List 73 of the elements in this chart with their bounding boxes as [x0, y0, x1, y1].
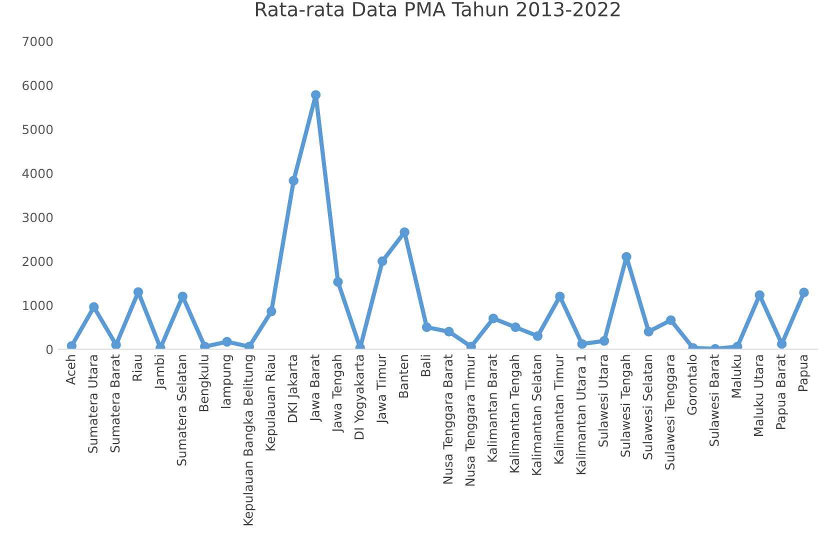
y-tick-label: 4000 [22, 168, 53, 178]
point [89, 302, 99, 312]
x-tick-label: Sulawesi Selatan [642, 355, 652, 460]
x-tick-label: Nusa Tenggara Barat [443, 354, 455, 484]
x-tick-label: Sumatera Selatan [176, 355, 186, 466]
point [577, 339, 587, 349]
point [532, 331, 543, 341]
point [133, 287, 144, 297]
point [288, 176, 298, 186]
x-tick-label: DKI Jakarta [288, 355, 300, 422]
y-tick-label: 3000 [22, 212, 53, 222]
point [599, 336, 610, 346]
point [444, 326, 454, 337]
x-tick-label: Kalimantan Barat [487, 354, 497, 462]
x-tick-label: Sulawesi Tenggara [664, 355, 677, 470]
x-tick-label: Kalimantan Selatan [532, 355, 542, 475]
x-tick-label: Papua [798, 355, 810, 392]
point [422, 322, 432, 332]
point [244, 342, 254, 350]
x-tick-label: Sulawesi Tengah [620, 355, 633, 457]
point [333, 277, 343, 287]
x-tick-label: lampung [220, 355, 234, 408]
x-tick-label: Sulawesi Utara [598, 355, 608, 447]
x-tick-label: Kepulauan Riau [265, 355, 278, 450]
point [266, 306, 276, 316]
y-tick-label: 5000 [22, 124, 53, 134]
point [466, 342, 476, 350]
x-tick-label: Jawa Barat [310, 354, 322, 422]
x-tick-label: Kalimantan Timur [554, 354, 564, 464]
point [111, 340, 121, 350]
x-tick-label: Kalimantan Utara 1 [576, 355, 586, 474]
chart-title: Rata-rata Data PMA Tahun 2013-2022 [256, 1, 620, 17]
point [555, 292, 565, 302]
x-tick-label: Sumatera Barat [110, 354, 120, 452]
point [732, 342, 742, 350]
y-tick-label: 1000 [23, 300, 53, 310]
x-tick-label: Riau [132, 355, 142, 381]
x-tick-label: Aceh [66, 355, 76, 385]
y-tick-label: 0 [46, 344, 53, 354]
point [66, 341, 77, 350]
x-tick-label: Jawa Timur [376, 354, 388, 424]
point [510, 322, 520, 332]
point [178, 292, 188, 302]
point [644, 326, 654, 337]
x-tick-label: Nusa Tenggara Timur [465, 354, 478, 486]
point [200, 342, 210, 350]
point [754, 290, 764, 300]
x-tick-label: Bengkulu [198, 355, 211, 412]
x-tick-label: Maluku Utara [754, 355, 764, 436]
x-tick-label: DI Yogyakarta [354, 355, 366, 440]
y-tick-label: 7000 [22, 36, 53, 46]
y-tick-label: 2000 [22, 256, 53, 266]
point [378, 256, 388, 266]
point [310, 90, 321, 100]
x-tick-label: Papua Barat [776, 354, 788, 429]
point [799, 288, 809, 298]
point [400, 227, 410, 238]
x-tick-label: Kepulauan Bangka Belitung [243, 355, 256, 526]
point [666, 315, 676, 326]
x-tick-label: Jambi [154, 355, 166, 390]
point [222, 336, 232, 347]
point [488, 314, 498, 324]
x-tick-label: Maluku [731, 355, 742, 398]
point [622, 252, 632, 262]
point [776, 339, 787, 349]
x-tick-label: Jawa Tengah [332, 355, 344, 433]
x-tick-label: Banten [398, 355, 408, 398]
x-tick-label: Bali [420, 355, 430, 376]
y-tick-label: 6000 [22, 80, 53, 90]
x-tick-label: Gorontalo [687, 354, 697, 415]
x-tick-label: Kalimantan Tengah [509, 355, 522, 472]
x-tick-label: Sulawesi Barat [709, 354, 719, 446]
x-tick-label: Sumatera Utara [88, 355, 98, 453]
